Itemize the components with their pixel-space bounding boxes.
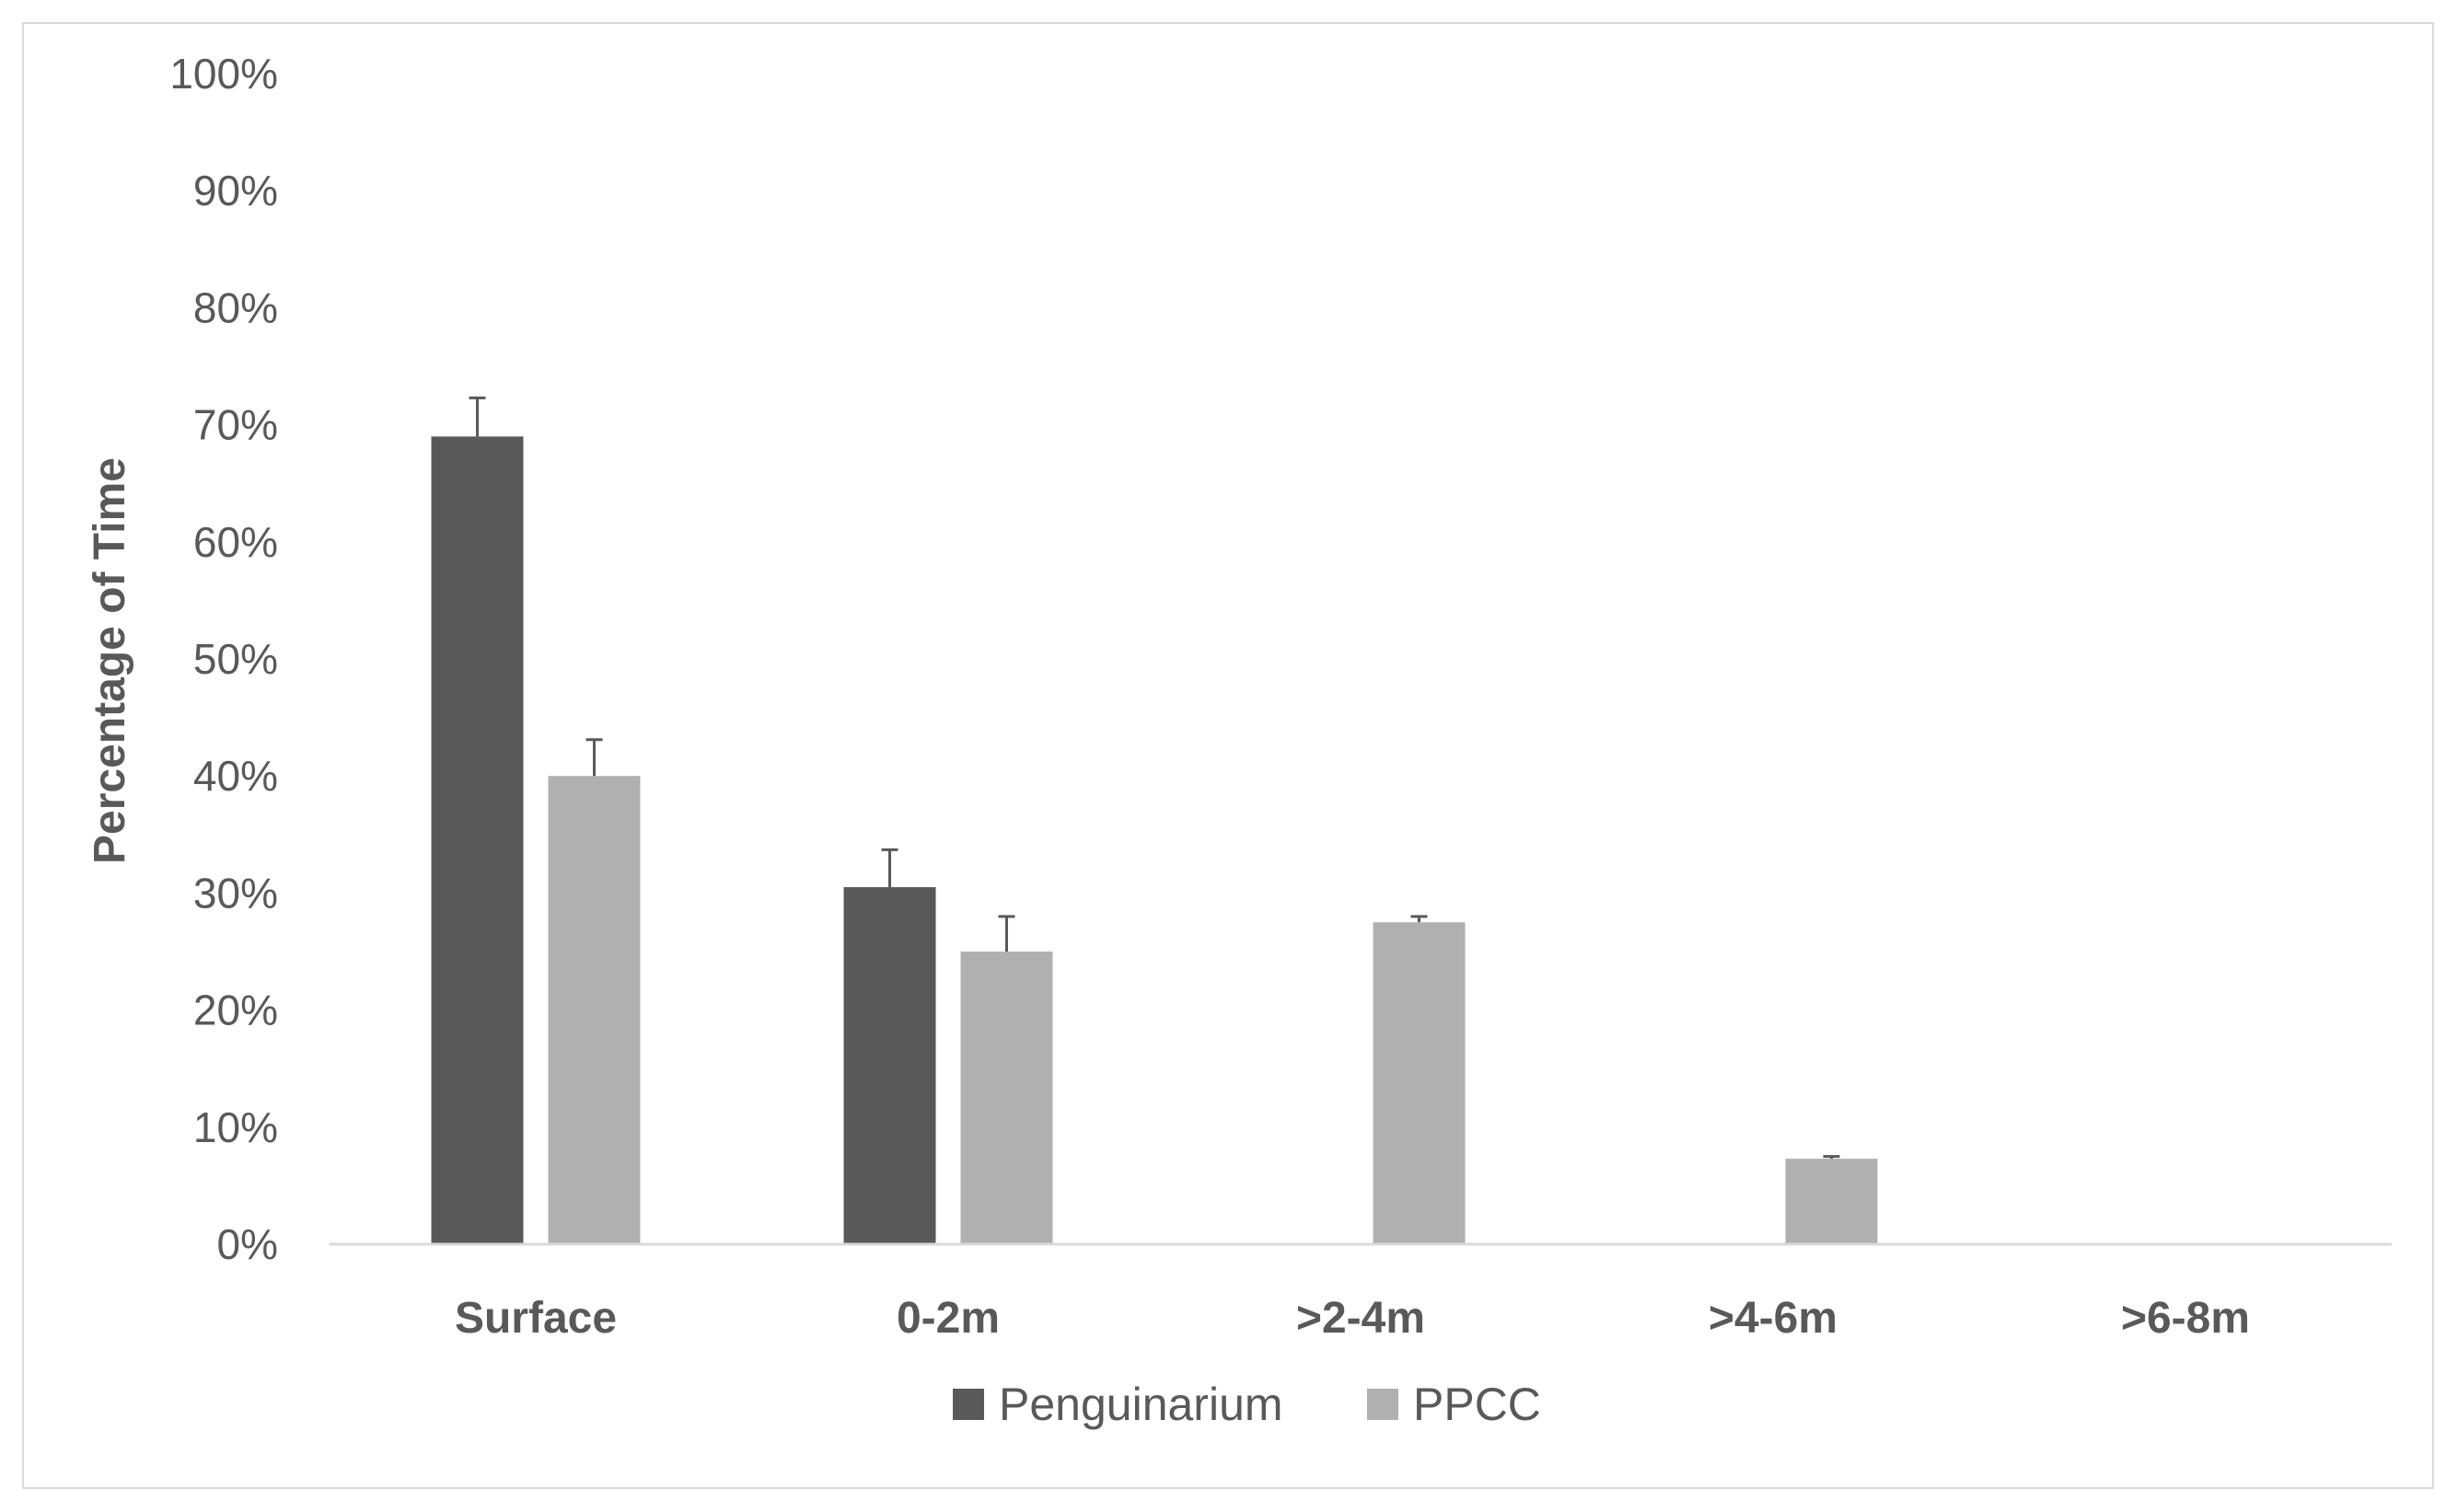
legend-label-ppcc: PPCC	[1413, 1379, 1541, 1430]
error-bars	[469, 396, 1840, 1160]
x-category-label: >6-8m	[2121, 1294, 2250, 1343]
x-category-label: Surface	[455, 1294, 617, 1343]
legend-swatch-ppcc	[1367, 1389, 1398, 1420]
y-tick-labels: 0% 10% 20% 30% 40% 50% 60% 70% 80% 90% 100%	[169, 50, 278, 1268]
bar-penguinarium-1	[843, 887, 936, 1244]
bar-penguinarium-0	[431, 436, 524, 1244]
y-tick-label: 0%	[217, 1220, 278, 1268]
x-category-label: >2-4m	[1296, 1294, 1425, 1343]
y-tick-label: 60%	[193, 518, 278, 566]
x-category-label: >4-6m	[1709, 1294, 1837, 1343]
y-tick-label: 80%	[193, 283, 278, 331]
y-tick-label: 20%	[193, 987, 278, 1034]
legend-label-penguinarium: Penguinarium	[999, 1379, 1283, 1430]
y-tick-label: 90%	[193, 167, 278, 214]
x-category-label: 0-2m	[897, 1294, 1000, 1343]
y-tick-label: 40%	[193, 752, 278, 800]
y-axis-title-group: Percentage of Time	[86, 457, 134, 864]
bar-ppcc-1	[960, 952, 1053, 1244]
y-tick-label: 100%	[169, 50, 278, 98]
y-tick-label: 50%	[193, 635, 278, 683]
bar-ppcc-0	[548, 776, 641, 1244]
bar-ppcc-2	[1373, 922, 1466, 1244]
y-tick-label: 30%	[193, 869, 278, 917]
bar-ppcc-3	[1785, 1159, 1878, 1244]
y-axis-title: Percentage of Time	[86, 457, 134, 864]
legend-swatch-penguinarium	[953, 1389, 984, 1420]
x-category-labels: Surface 0-2m >2-4m >4-6m >6-8m	[455, 1294, 2250, 1343]
legend: Penguinarium PPCC	[953, 1379, 1541, 1430]
y-tick-label: 70%	[193, 401, 278, 449]
bars	[431, 436, 2290, 1244]
y-tick-label: 10%	[193, 1103, 278, 1151]
